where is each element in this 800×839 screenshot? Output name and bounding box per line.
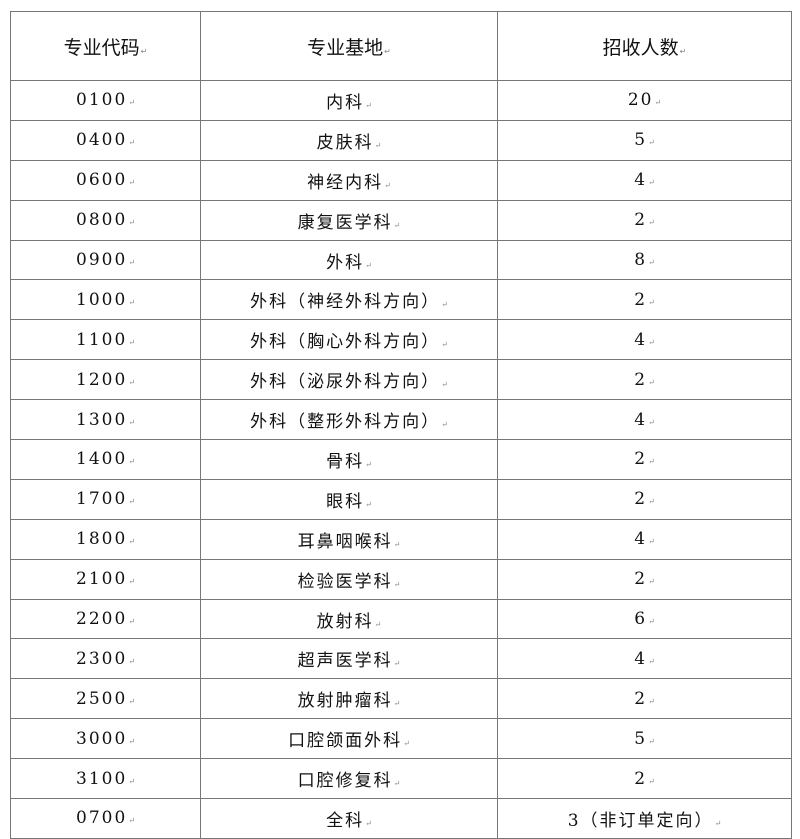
cell-code: 1400 [10,439,201,480]
cell-base: 外科 [200,239,498,281]
table-row: 0800康复医学科2 [10,199,792,241]
cell-count: 5 [497,718,792,760]
cell-base: 口腔修复科 [200,758,498,800]
cell-code: 2500 [10,678,201,720]
cell-count: 3（非订单定向） [497,798,792,839]
cell-base: 放射肿瘤科 [200,678,498,720]
table-row: 1100外科（胸心外科方向）4 [10,319,792,361]
cell-code: 1800 [10,518,201,560]
cell-code: 1200 [10,359,201,401]
cell-base: 超声医学科 [200,638,498,680]
table-row: 0400皮肤科5 [10,119,792,161]
cell-count: 2 [497,359,792,401]
cell-count: 4 [497,518,792,560]
cell-code: 1100 [10,319,201,361]
cell-code: 0700 [10,798,201,839]
cell-count: 4 [497,638,792,680]
cell-count: 4 [497,319,792,361]
header-base: 专业基地 [200,11,498,81]
enrollment-table: 专业代码 专业基地 招收人数 0100内科200400皮肤科50600神经内科4… [10,11,792,839]
cell-count: 4 [497,159,792,201]
cell-base: 检验医学科 [200,558,498,600]
cell-base: 放射科 [200,598,498,640]
table-row: 0600神经内科4 [10,159,792,201]
header-row: 专业代码 专业基地 招收人数 [10,11,792,81]
table-row: 0900外科8 [10,239,792,281]
cell-count: 2 [497,758,792,800]
cell-base: 康复医学科 [200,199,498,241]
cell-base: 外科（神经外科方向） [200,279,498,321]
cell-code: 2200 [10,598,201,640]
cell-count: 4 [497,399,792,441]
cell-count: 8 [497,239,792,281]
header-code: 专业代码 [10,11,201,81]
cell-code: 0600 [10,159,201,201]
table-row: 1200外科（泌尿外科方向）2 [10,359,792,401]
cell-base: 皮肤科 [200,119,498,161]
cell-base: 外科（整形外科方向） [200,399,498,441]
table-row: 2500放射肿瘤科2 [10,678,792,720]
cell-count: 6 [497,598,792,640]
cell-base: 内科 [200,80,498,121]
table-row: 1700眼科2 [10,478,792,520]
table-row: 0700全科3（非订单定向） [10,798,792,839]
table-row: 1000外科（神经外科方向）2 [10,279,792,321]
cell-base: 口腔颌面外科 [200,718,498,760]
cell-code: 2300 [10,638,201,680]
cell-count: 2 [497,478,792,520]
cell-code: 1300 [10,399,201,441]
cell-code: 0800 [10,199,201,241]
header-count: 招收人数 [497,11,792,81]
cell-code: 1000 [10,279,201,321]
table-row: 0100内科20 [10,80,792,121]
cell-code: 0900 [10,239,201,281]
cell-count: 2 [497,678,792,720]
cell-code: 3000 [10,718,201,760]
table-row: 1400骨科2 [10,439,792,480]
cell-code: 1700 [10,478,201,520]
table-row: 1300外科（整形外科方向）4 [10,399,792,441]
table-row: 3100口腔修复科2 [10,758,792,800]
table-row: 3000口腔颌面外科5 [10,718,792,760]
cell-count: 2 [497,199,792,241]
table-row: 2100检验医学科2 [10,558,792,600]
cell-code: 2100 [10,558,201,600]
cell-base: 外科（胸心外科方向） [200,319,498,361]
cell-code: 0400 [10,119,201,161]
cell-count: 2 [497,439,792,480]
table-row: 2200放射科6 [10,598,792,640]
cell-code: 0100 [10,80,201,121]
cell-base: 神经内科 [200,159,498,201]
cell-count: 5 [497,119,792,161]
cell-count: 2 [497,558,792,600]
cell-base: 外科（泌尿外科方向） [200,359,498,401]
cell-base: 耳鼻咽喉科 [200,518,498,560]
cell-count: 2 [497,279,792,321]
cell-base: 眼科 [200,478,498,520]
cell-base: 全科 [200,798,498,839]
cell-base: 骨科 [200,439,498,480]
table-row: 2300超声医学科4 [10,638,792,680]
cell-code: 3100 [10,758,201,800]
table-row: 1800耳鼻咽喉科4 [10,518,792,560]
cell-count: 20 [497,80,792,121]
